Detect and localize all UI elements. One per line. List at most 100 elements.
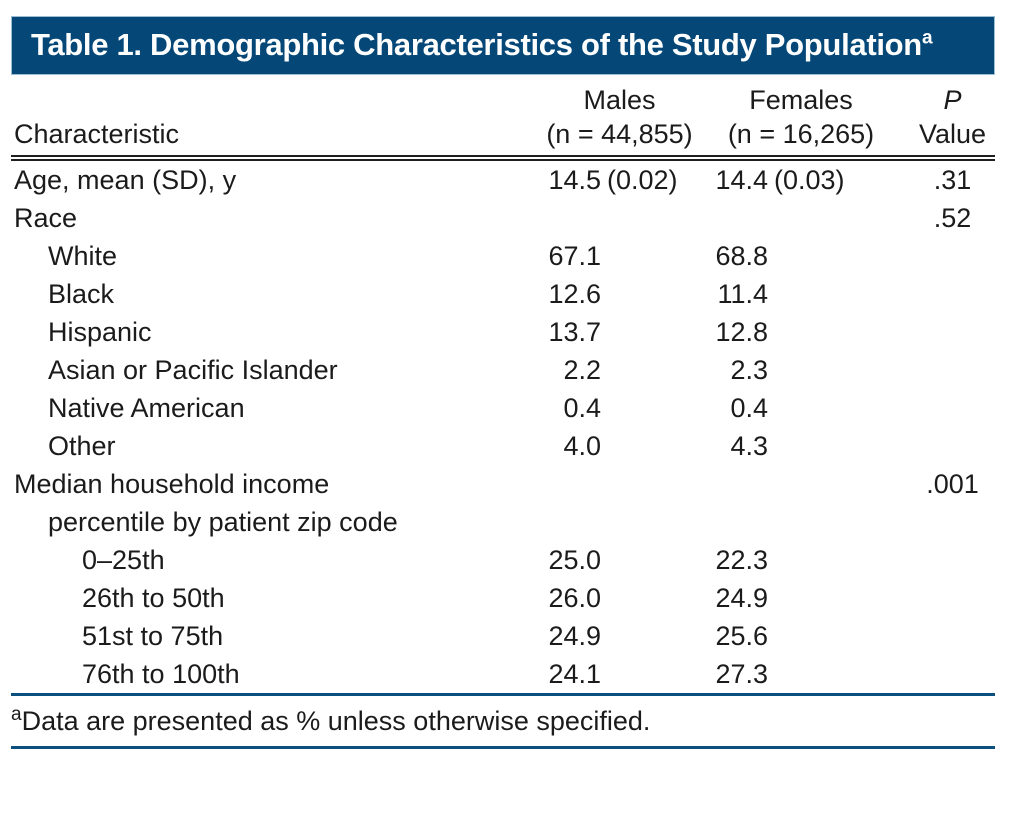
females-value: 24.9 — [715, 582, 768, 613]
males-value: 24.1 — [548, 658, 601, 689]
females-sd: (0.03) — [774, 164, 845, 195]
table-row: 76th to 100th 24.1 27.3 — [11, 655, 995, 693]
column-header-characteristic: Characteristic — [11, 83, 545, 151]
males-sd: (0.02) — [607, 164, 678, 195]
females-cell: 25.6 — [712, 621, 880, 652]
males-cell: 0.4 — [545, 393, 712, 424]
table-body: Age, mean (SD), y 14.5 (0.02) 14.4 (0.03) … — [11, 161, 995, 693]
row-label: Asian or Pacific Islander — [48, 354, 338, 385]
females-cell: 2.3 — [712, 355, 880, 386]
footnote-bottom-rule — [11, 746, 995, 749]
column-header-characteristic-label: Characteristic — [14, 119, 180, 149]
row-label: 51st to 75th — [82, 620, 224, 651]
males-value: 26.0 — [548, 582, 601, 613]
table-row: Hispanic 13.7 12.8 — [11, 313, 995, 351]
males-cell: 4.0 — [545, 431, 712, 462]
table-title-band: Table 1. Demographic Characteristics of … — [11, 16, 995, 75]
females-cell: 11.4 — [712, 279, 880, 310]
column-header-females-label: Females — [749, 85, 853, 115]
p-value: .31 — [933, 164, 972, 195]
males-value: 12.6 — [548, 278, 601, 309]
row-label: Other — [48, 430, 116, 461]
row-label: Native American — [48, 392, 245, 423]
females-cell: 68.8 — [712, 241, 880, 272]
males-value: 25.0 — [548, 544, 601, 575]
row-label: 0–25th — [82, 544, 165, 575]
table-title: Table 1. Demographic Characteristics of … — [31, 25, 961, 65]
footnote-text: Data are presented as % unless otherwise… — [21, 706, 651, 736]
column-header-p-label: P — [943, 85, 962, 115]
table-title-text: Table 1. Demographic Characteristics of … — [31, 27, 922, 62]
column-header-females: Females (n = 16,265) — [712, 83, 880, 151]
males-cell: 67.1 — [545, 241, 712, 272]
table-row: Age, mean (SD), y 14.5 (0.02) 14.4 (0.03) … — [11, 161, 995, 199]
females-cell — [712, 507, 880, 538]
table-row: Asian or Pacific Islander 2.2 2.3 — [11, 351, 995, 389]
females-value: 4.3 — [730, 430, 768, 461]
males-value: 4.0 — [563, 430, 601, 461]
row-label: percentile by patient zip code — [48, 506, 398, 537]
males-cell: 14.5 (0.02) — [545, 165, 712, 196]
females-cell: 14.4 (0.03) — [712, 165, 880, 196]
row-label: Median household income — [14, 468, 330, 499]
females-cell: 4.3 — [712, 431, 880, 462]
table-row: Black 12.6 11.4 — [11, 275, 995, 313]
males-value: 13.7 — [548, 316, 601, 347]
row-label: Hispanic — [48, 316, 152, 347]
table-row: Other 4.0 4.3 — [11, 427, 995, 465]
females-cell: 0.4 — [712, 393, 880, 424]
column-header-pvalue: P Value — [880, 83, 995, 151]
females-cell: 27.3 — [712, 659, 880, 690]
females-cell — [712, 203, 880, 234]
column-header-value-label: Value — [918, 119, 987, 149]
males-cell: 12.6 — [545, 279, 712, 310]
table-row: Race .52 — [11, 199, 995, 237]
table-row: percentile by patient zip code — [11, 503, 995, 541]
males-cell — [545, 469, 712, 500]
table-row: White 67.1 68.8 — [11, 237, 995, 275]
females-value: 11.4 — [717, 278, 768, 309]
males-value: 14.5 — [548, 164, 601, 195]
p-value: .001 — [926, 468, 979, 499]
header-rule — [11, 155, 995, 161]
females-cell: 22.3 — [712, 545, 880, 576]
females-value: 68.8 — [715, 240, 768, 271]
row-label: 26th to 50th — [82, 582, 225, 613]
males-cell — [545, 507, 712, 538]
females-value: 27.3 — [715, 658, 768, 689]
p-value: .52 — [933, 202, 972, 233]
females-value: 0.4 — [730, 392, 768, 423]
footnote-marker: a — [11, 704, 22, 725]
table-row: Native American 0.4 0.4 — [11, 389, 995, 427]
column-header-males-label: Males — [583, 85, 656, 115]
females-value: 2.3 — [730, 354, 768, 385]
females-cell: 12.8 — [712, 317, 880, 348]
row-label: Black — [48, 278, 115, 309]
females-value: 25.6 — [715, 620, 768, 651]
males-cell: 13.7 — [545, 317, 712, 348]
column-header-females-n: (n = 16,265) — [727, 119, 875, 149]
column-header-males-n: (n = 44,855) — [546, 119, 693, 149]
table-row: 26th to 50th 26.0 24.9 — [11, 579, 995, 617]
row-label: Race — [14, 202, 78, 233]
table-row: 51st to 75th 24.9 25.6 — [11, 617, 995, 655]
row-label: Age, mean (SD), y — [14, 164, 237, 195]
males-cell — [545, 203, 712, 234]
column-header-males: Males (n = 44,855) — [545, 83, 712, 151]
table-row: Median household income .001 — [11, 465, 995, 503]
males-cell: 24.1 — [545, 659, 712, 690]
males-value: 24.9 — [548, 620, 601, 651]
row-label: 76th to 100th — [82, 658, 240, 689]
males-cell: 2.2 — [545, 355, 712, 386]
females-value: 22.3 — [715, 544, 768, 575]
females-value: 14.4 — [715, 164, 768, 195]
table-container: Table 1. Demographic Characteristics of … — [11, 16, 995, 749]
column-header-row: Characteristic Males (n = 44,855) Female… — [11, 83, 995, 151]
females-value: 12.8 — [715, 316, 768, 347]
males-cell: 26.0 — [545, 583, 712, 614]
males-value: 67.1 — [548, 240, 601, 271]
table-footnote: aData are presented as % unless otherwis… — [11, 696, 995, 746]
males-value: 2.2 — [563, 354, 601, 385]
row-label: White — [48, 240, 118, 271]
footnote-top-rule — [11, 693, 995, 696]
